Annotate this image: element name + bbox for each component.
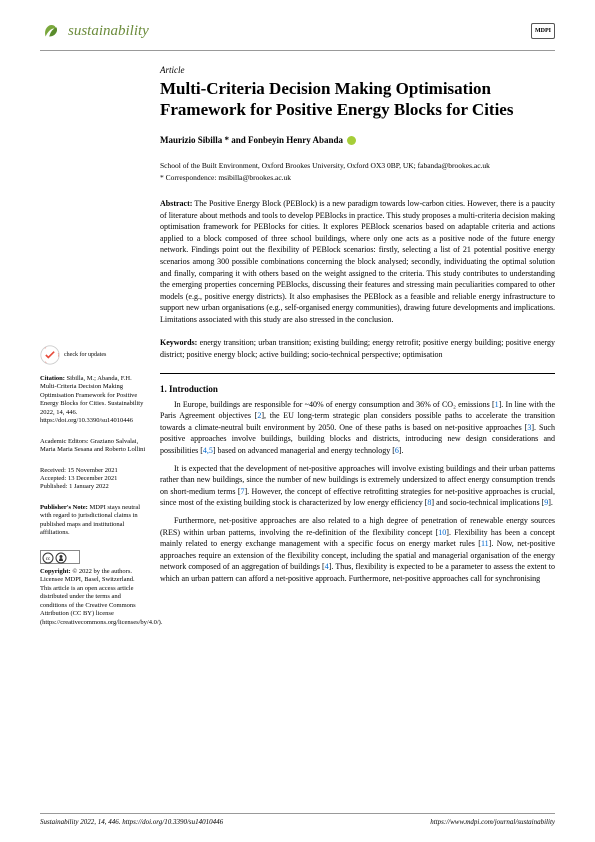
abstract-text: The Positive Energy Block (PEBlock) is a…	[160, 199, 555, 324]
check-updates-label: check for updates	[64, 352, 106, 359]
accepted-date: Accepted: 13 December 2021	[40, 475, 146, 483]
check-updates-icon	[40, 345, 60, 365]
editors-label: Academic Editors:	[40, 438, 89, 445]
orcid-icon[interactable]	[347, 136, 356, 145]
journal-logo: sustainability	[40, 20, 149, 42]
editors-block: Academic Editors: Graziano Salvalai, Mar…	[40, 438, 146, 455]
journal-name: sustainability	[68, 23, 149, 40]
copyright-label: Copyright:	[40, 568, 71, 575]
publisher-note-block: Publisher's Note: MDPI stays neutral wit…	[40, 504, 146, 538]
abstract-block: Abstract: The Positive Energy Block (PEB…	[160, 198, 555, 326]
section-1-title: 1. Introduction	[160, 384, 555, 394]
mdpi-badge: MDPI	[531, 23, 555, 39]
page-footer: Sustainability 2022, 14, 446. https://do…	[40, 813, 555, 826]
received-date: Received: 15 November 2021	[40, 467, 146, 475]
content-area: check for updates Citation: Sibilla, M.;…	[0, 51, 595, 639]
article-type: Article	[160, 65, 555, 75]
sustainability-icon	[40, 20, 62, 42]
keywords-label: Keywords:	[160, 338, 197, 347]
article-title: Multi-Criteria Decision Making Optimisat…	[160, 78, 555, 121]
citation-label: Citation:	[40, 375, 65, 382]
correspondence: * Correspondence: msibilla@brookes.ac.uk	[160, 173, 555, 184]
main-column: Article Multi-Criteria Decision Making O…	[160, 65, 555, 639]
cc-badge: cc	[40, 550, 80, 564]
dates-block: Received: 15 November 2021 Accepted: 13 …	[40, 467, 146, 492]
svg-text:cc: cc	[46, 557, 51, 562]
page-header: sustainability MDPI	[0, 0, 595, 50]
abstract-label: Abstract:	[160, 199, 192, 208]
sidebar: check for updates Citation: Sibilla, M.;…	[40, 65, 160, 639]
intro-para-1: In Europe, buildings are responsible for…	[160, 399, 555, 457]
copyright-text: © 2022 by the authors. Licensee MDPI, Ba…	[40, 568, 162, 626]
intro-para-3: Furthermore, net-positive approaches are…	[160, 515, 555, 585]
published-date: Published: 1 January 2022	[40, 483, 146, 491]
citation-text: Sibilla, M.; Abanda, F.H. Multi-Criteria…	[40, 375, 143, 424]
section-divider	[160, 373, 555, 374]
footer-left: Sustainability 2022, 14, 446. https://do…	[40, 818, 223, 826]
citation-block: Citation: Sibilla, M.; Abanda, F.H. Mult…	[40, 375, 146, 426]
intro-para-2: It is expected that the development of n…	[160, 463, 555, 509]
authors: Maurizio Sibilla * and Fonbeyin Henry Ab…	[160, 135, 555, 145]
check-updates[interactable]: check for updates	[40, 345, 146, 365]
note-label: Publisher's Note:	[40, 504, 88, 511]
authors-text: Maurizio Sibilla * and Fonbeyin Henry Ab…	[160, 135, 343, 145]
affiliation: School of the Built Environment, Oxford …	[160, 161, 555, 172]
license-block: cc Copyright: © 2022 by the authors. Lic…	[40, 550, 146, 628]
keywords-block: Keywords: energy transition; urban trans…	[160, 337, 555, 360]
keywords-text: energy transition; urban transition; exi…	[160, 338, 555, 359]
footer-right[interactable]: https://www.mdpi.com/journal/sustainabil…	[430, 818, 555, 826]
